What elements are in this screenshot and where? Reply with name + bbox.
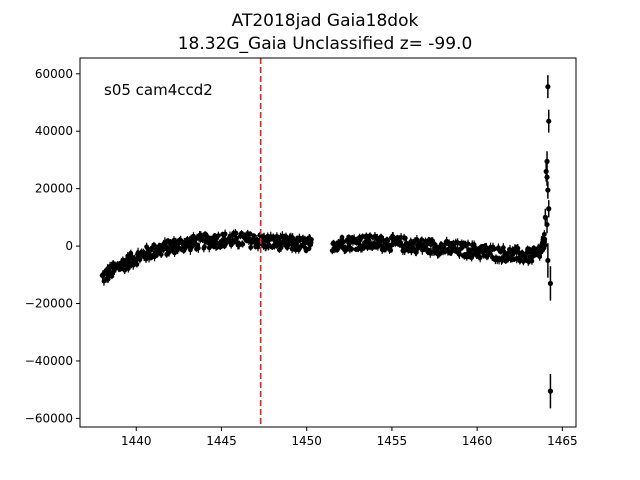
data-point (191, 233, 196, 239)
data-point (125, 266, 131, 271)
y-tick-label: 40000 (35, 124, 73, 138)
data-point (371, 240, 377, 246)
data-point (151, 242, 157, 248)
x-tick-label: 1445 (206, 434, 237, 448)
data-point (309, 237, 314, 242)
data-point (545, 187, 551, 193)
data-point (349, 246, 355, 252)
data-point (202, 244, 207, 250)
data-point (465, 241, 471, 247)
x-axis: 1440 1445 1450 1455 1460 1465 (121, 427, 578, 448)
data-point (544, 221, 550, 228)
data-point (340, 239, 346, 245)
data-point (216, 233, 221, 239)
data-point (544, 158, 550, 164)
data-point (240, 241, 246, 247)
y-tick-label: 0 (65, 239, 73, 253)
data-point (547, 280, 554, 287)
data-point (363, 233, 369, 239)
x-tick-label: 1440 (121, 434, 152, 448)
data-point (402, 235, 408, 241)
data-point (158, 252, 164, 257)
y-axis: −60000 −40000 −20000 0 20000 40000 60000 (25, 67, 80, 425)
data-point (544, 174, 550, 180)
y-tick-label: −20000 (25, 297, 73, 311)
x-tick-label: 1455 (377, 434, 408, 448)
data-point (385, 238, 391, 244)
y-tick-label: −40000 (25, 354, 73, 368)
chart-title-line-1: AT2018jad Gaia18dok (232, 11, 419, 31)
data-point (542, 242, 548, 248)
y-tick-label: 60000 (35, 67, 73, 81)
plot-frame (79, 57, 577, 428)
data-point (432, 242, 438, 248)
data-point (378, 234, 384, 240)
data-point (137, 257, 143, 263)
data-point (414, 237, 420, 242)
data-point (306, 246, 312, 252)
x-tick-label: 1460 (462, 434, 493, 448)
data-point (222, 231, 228, 237)
plot-area (99, 58, 554, 427)
series-points (99, 229, 548, 286)
data-point (547, 388, 554, 394)
data-point (388, 247, 394, 253)
data-point (477, 255, 483, 261)
data-point (491, 246, 497, 252)
outlier-points (542, 75, 554, 409)
data-point (357, 237, 363, 243)
data-point (419, 237, 425, 243)
data-point (545, 84, 551, 90)
data-point (543, 168, 549, 175)
data-point (122, 267, 128, 273)
data-point (278, 245, 284, 251)
data-point (134, 261, 140, 267)
ccd-annotation: s05 cam4ccd2 (104, 81, 213, 99)
data-point (545, 257, 551, 264)
x-tick-label: 1450 (291, 434, 322, 448)
data-point (542, 236, 548, 242)
data-point (413, 250, 419, 255)
chart-title-line-2: 18.32G_Gaia Unclassified z= -99.0 (178, 34, 473, 54)
data-point (248, 245, 254, 250)
data-point (529, 258, 535, 264)
data-point (496, 245, 501, 251)
data-point (546, 206, 552, 212)
data-point (541, 231, 547, 237)
data-point (233, 230, 239, 236)
data-point (437, 251, 443, 257)
y-tick-label: −60000 (25, 411, 73, 425)
x-tick-label: 1465 (547, 434, 578, 448)
data-point (334, 247, 340, 253)
data-point (424, 242, 430, 248)
data-point (546, 118, 552, 124)
data-point (524, 250, 530, 256)
data-point (247, 231, 253, 237)
data-point (195, 245, 201, 251)
y-tick-label: 20000 (35, 182, 73, 196)
